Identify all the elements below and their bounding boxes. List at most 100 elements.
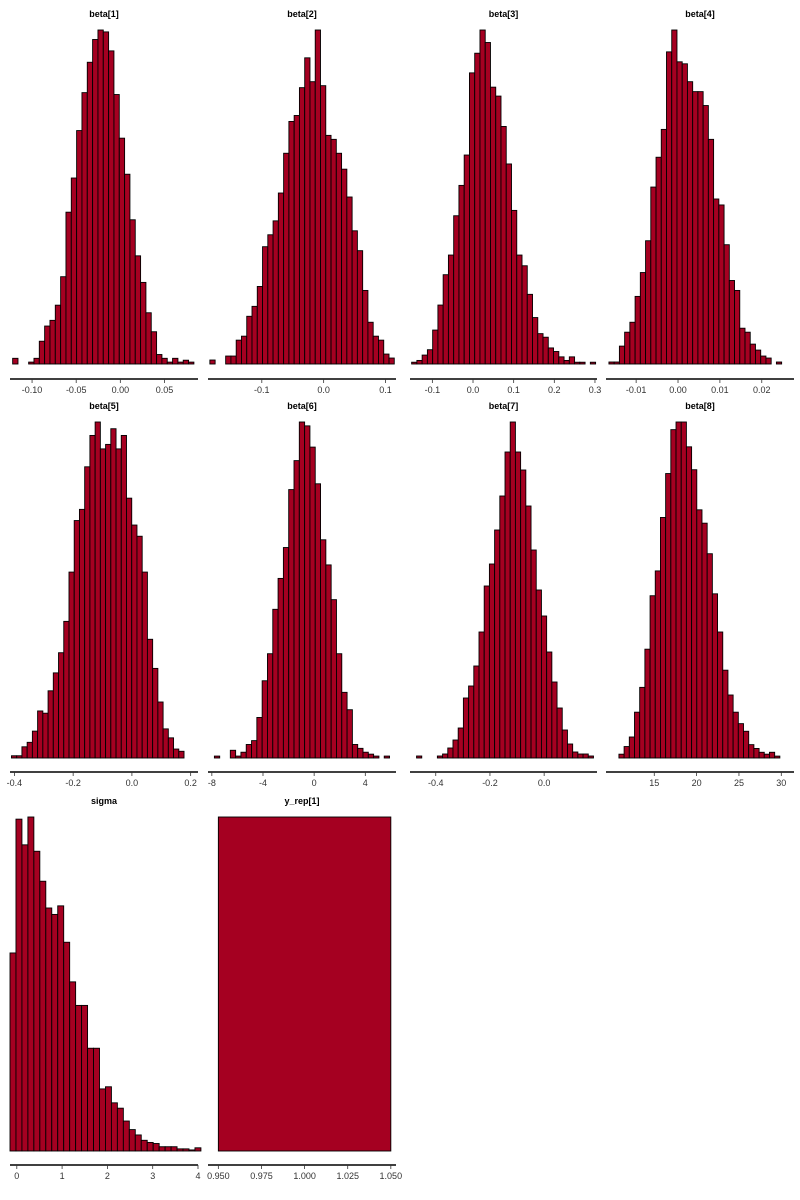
x-tick-label: 0.01	[711, 385, 729, 395]
histogram-bar	[723, 244, 730, 365]
histogram-bar	[262, 246, 269, 365]
histogram-bar	[84, 466, 91, 759]
histogram-bar	[474, 52, 481, 365]
histogram-bar	[86, 61, 94, 365]
histogram-bar	[229, 749, 237, 759]
histogram-bar	[320, 85, 327, 365]
histogram-bar	[654, 570, 661, 759]
histogram-bar	[45, 907, 53, 1152]
histogram-bar	[479, 29, 486, 365]
histogram-bar	[240, 751, 247, 759]
histogram-bar	[176, 1148, 184, 1152]
histogram-bar	[582, 753, 589, 759]
histogram-bar	[245, 744, 253, 759]
x-tick-label: 2	[105, 1171, 110, 1181]
histogram-bar	[676, 61, 683, 365]
histogram-bar	[535, 589, 542, 759]
histogram-bar	[553, 351, 560, 365]
histogram-bar	[718, 204, 725, 365]
histogram-bar	[161, 357, 168, 365]
histogram-bar	[51, 913, 59, 1152]
histogram-bar	[157, 701, 164, 759]
histogram-bar	[547, 347, 554, 365]
histogram-bar	[367, 321, 374, 365]
histogram-panel: beta[8] 15 20 25 30	[606, 401, 794, 788]
histogram-bar	[225, 355, 232, 365]
histogram-bar	[660, 517, 667, 759]
histogram-bar	[500, 125, 507, 365]
x-tick-label: 25	[734, 778, 744, 788]
histogram-bar	[665, 473, 672, 759]
histogram-bar	[76, 130, 83, 365]
x-tick-label: 0.0	[126, 778, 139, 788]
x-tick-label: -0.1	[425, 385, 441, 395]
histogram-bar	[87, 1047, 94, 1152]
histogram-bar	[618, 753, 625, 759]
histogram-bar	[749, 343, 756, 365]
histogram-panel: beta[1] -0.10 -0.05 0.00 0.05	[10, 9, 198, 395]
histogram-bar	[728, 280, 735, 365]
histogram-bar	[357, 747, 364, 759]
histogram-bar	[367, 753, 375, 759]
histogram-bar	[521, 265, 528, 365]
histogram-bar	[432, 329, 439, 365]
histogram-bar	[325, 564, 332, 759]
histogram-bar	[722, 669, 729, 759]
histogram-bar	[235, 339, 242, 365]
panel-title: beta[5]	[89, 401, 119, 411]
histogram-bar	[272, 608, 279, 759]
histogram-bar	[775, 361, 783, 365]
histogram-bar	[473, 665, 480, 759]
histogram-bar	[162, 728, 169, 759]
histogram-bar	[589, 361, 597, 365]
histogram-bar	[140, 281, 147, 365]
histogram-bar	[769, 751, 776, 759]
histogram-bar	[267, 234, 274, 365]
histogram-bar	[346, 709, 353, 759]
histogram-bar	[134, 1134, 142, 1152]
histogram-bar	[309, 81, 316, 365]
histogram-bar	[509, 421, 516, 759]
histogram-bar	[209, 359, 216, 365]
histogram-bar	[383, 755, 390, 759]
histogram-bar	[54, 304, 62, 365]
histogram-bar	[110, 428, 117, 759]
histogram-bar	[116, 1107, 124, 1152]
histogram-bar	[447, 747, 454, 759]
histogram-bar	[701, 522, 708, 759]
histogram-bar	[743, 730, 750, 759]
histogram-bar	[713, 198, 720, 365]
histogram-bar	[9, 952, 17, 1152]
histogram-bar	[304, 425, 311, 759]
histogram-bar	[525, 505, 532, 759]
histogram-bar	[577, 753, 584, 759]
histogram-bar	[73, 520, 80, 759]
histogram-bar	[680, 421, 687, 759]
histogram-panel: beta[6] -8 -4 0 4	[208, 401, 396, 788]
x-tick-label: 20	[692, 778, 702, 788]
histogram-bar	[129, 219, 136, 365]
histogram-bar	[732, 711, 739, 759]
histogram-bar	[488, 563, 496, 759]
histogram-bar	[511, 209, 518, 365]
x-tick-label: 0.0	[538, 778, 551, 788]
x-tick-label: 0.2	[548, 385, 561, 395]
histogram-bar	[711, 593, 718, 759]
histogram-bar	[447, 254, 455, 365]
x-tick-label: 0	[14, 1171, 19, 1181]
x-tick-label: 0.975	[250, 1171, 273, 1181]
histogram-bar	[272, 220, 279, 365]
histogram-bar	[21, 746, 28, 759]
histogram-panel: sigma 0 1 2 3 4	[9, 796, 202, 1181]
histogram-bar	[194, 1147, 202, 1152]
histogram-bar	[277, 192, 285, 365]
histogram-panel: beta[4] -0.01 0.00 0.01 0.02	[606, 9, 794, 395]
histogram-bar	[230, 355, 237, 365]
histogram-bar	[47, 690, 54, 759]
histogram-bar	[118, 137, 126, 365]
x-tick-label: 0.1	[379, 385, 392, 395]
histogram-bar	[542, 336, 549, 365]
histogram-bar	[39, 880, 47, 1152]
histogram-bar	[126, 497, 133, 759]
